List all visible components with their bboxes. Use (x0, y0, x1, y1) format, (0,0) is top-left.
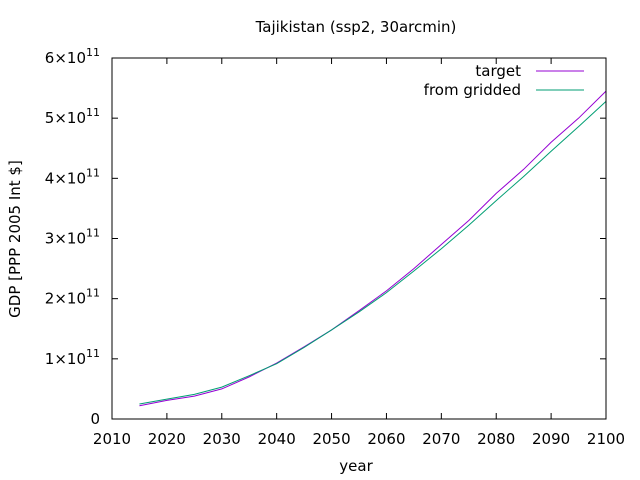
chart-title: Tajikistan (ssp2, 30arcmin) (255, 18, 457, 36)
series-line-2 (139, 100, 607, 405)
y-axis-label: GDP [PPP 2005 Int $] (6, 160, 24, 318)
x-axis-label: year (339, 457, 373, 475)
y-tick-label: 1×1011 (45, 347, 100, 368)
series-layer (139, 90, 607, 407)
y-tick-label: 6×1011 (45, 46, 100, 67)
x-tick-label: 2020 (148, 430, 186, 448)
x-tick-label: 2010 (93, 430, 131, 448)
axis-tick-labels: 2010 2020 2030 2040 2050 2060 2070 2080 2090 2100… (45, 46, 625, 448)
x-tick-label: 2090 (532, 430, 570, 448)
x-tick-label: 2080 (477, 430, 515, 448)
x-tick-label: 2050 (312, 430, 350, 448)
legend-label: from gridded (424, 81, 521, 99)
legend-label: target (475, 62, 521, 80)
axis-ticks (111, 57, 607, 420)
y-tick-label: 2×1011 (45, 287, 100, 308)
plot-frame (111, 57, 607, 420)
y-tick-label: 0 (90, 410, 100, 428)
x-tick-label: 2030 (203, 430, 241, 448)
y-tick-label: 4×1011 (45, 166, 100, 187)
x-tick-label: 2070 (422, 430, 460, 448)
x-tick-label: 2100 (587, 430, 625, 448)
series-line-1 (139, 90, 607, 407)
y-tick-label: 3×1011 (45, 227, 100, 248)
x-tick-label: 2040 (258, 430, 296, 448)
x-tick-label: 2060 (367, 430, 405, 448)
y-tick-label: 5×1011 (45, 106, 100, 127)
